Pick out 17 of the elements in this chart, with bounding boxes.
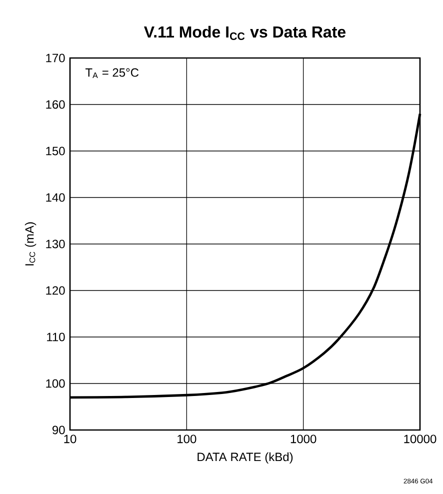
x-tick-label: 10 bbox=[64, 434, 76, 444]
y-tick-label: 160 bbox=[46, 100, 65, 109]
y-tick-label: 110 bbox=[47, 332, 65, 342]
y-tick-label: 170 bbox=[46, 54, 65, 62]
y-tick-label: 90 bbox=[52, 426, 65, 434]
y-tick-label: 100 bbox=[46, 379, 65, 388]
x-tick-label: 1000 bbox=[290, 434, 316, 444]
y-tick-label: 120 bbox=[46, 286, 65, 295]
y-axis-title: I$_{CC}$ (mA) bbox=[24, 222, 36, 266]
chart-title: V.11 Mode I$_{CC}$ vs Data Rate bbox=[144, 26, 346, 40]
y-tick-label: 140 bbox=[46, 193, 65, 202]
y-tick-label: 130 bbox=[46, 240, 65, 248]
x-axis-title: DATA RATE (kBd) bbox=[198, 452, 293, 464]
annotation: T$_{A}$ = 25°C bbox=[85, 68, 139, 78]
y-tick-label: 150 bbox=[46, 146, 65, 156]
x-tick-label: 100 bbox=[178, 434, 196, 444]
x-tick-label: 10000 bbox=[404, 434, 436, 444]
